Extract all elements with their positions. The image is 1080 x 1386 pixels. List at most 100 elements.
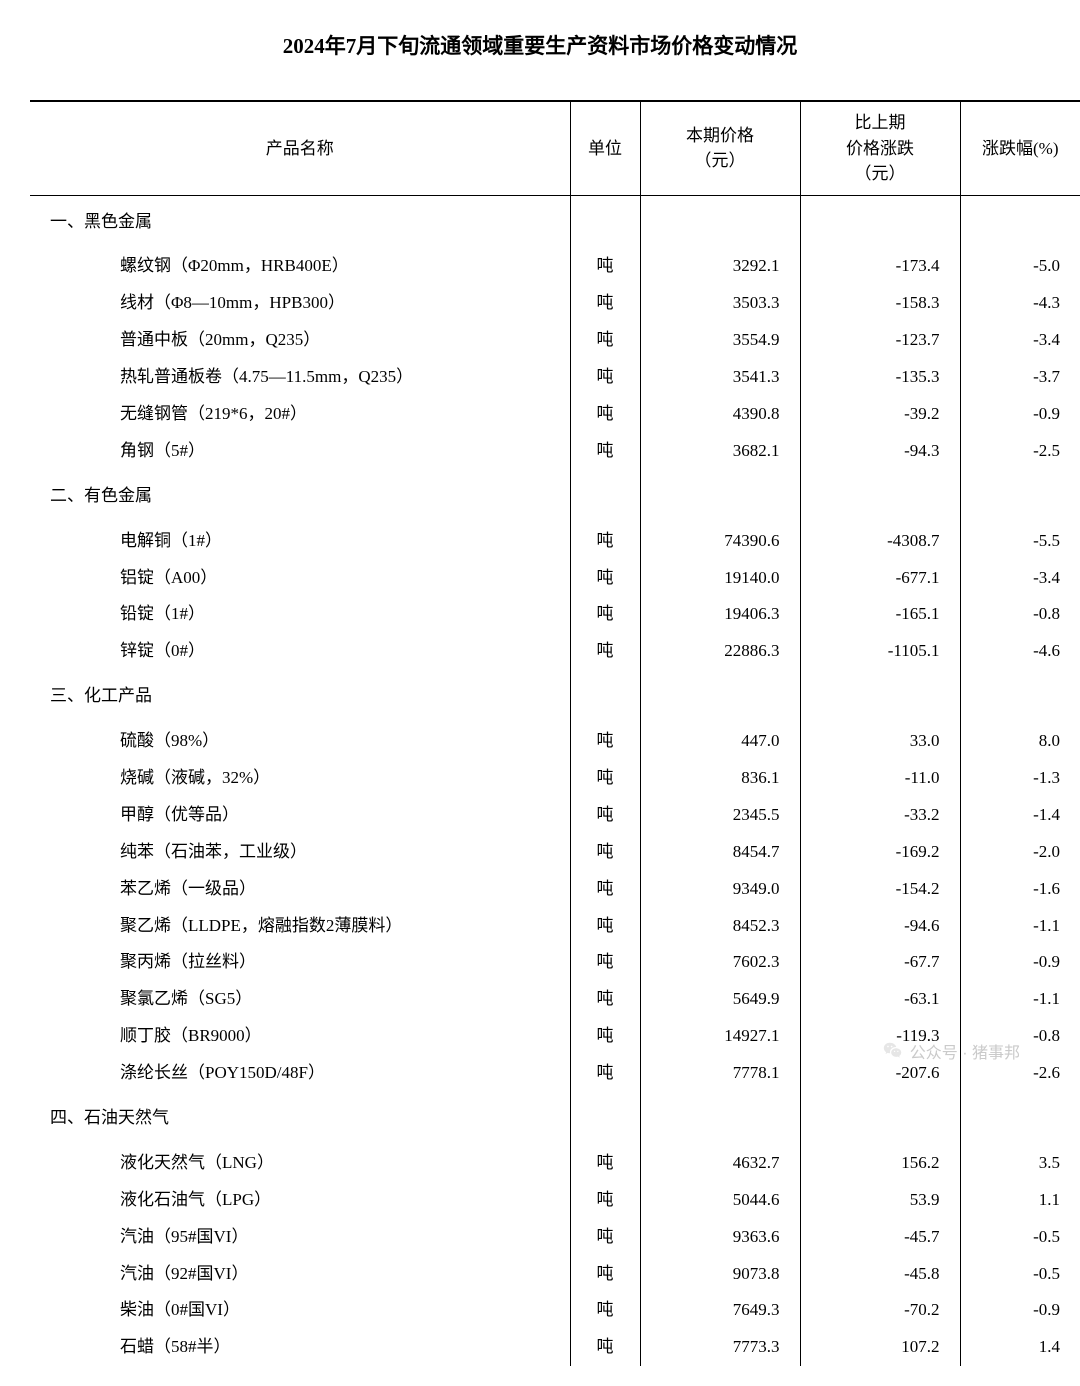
cell-change: -173.4 [800, 248, 960, 285]
cell-pct: -1.4 [960, 797, 1080, 834]
empty-cell [800, 670, 960, 723]
cell-pct: -1.3 [960, 760, 1080, 797]
table-row: 纯苯（石油苯，工业级）吨8454.7-169.2-2.0 [30, 834, 1080, 871]
cell-unit: 吨 [570, 1182, 640, 1219]
table-row: 无缝钢管（219*6，20#）吨4390.8-39.2-0.9 [30, 396, 1080, 433]
cell-change: -11.0 [800, 760, 960, 797]
empty-cell [570, 670, 640, 723]
cell-price: 7649.3 [640, 1292, 800, 1329]
cell-change: -70.2 [800, 1292, 960, 1329]
cell-name: 铝锭（A00） [30, 560, 570, 597]
cell-pct: -5.5 [960, 523, 1080, 560]
empty-cell [570, 470, 640, 523]
cell-unit: 吨 [570, 359, 640, 396]
cell-price: 74390.6 [640, 523, 800, 560]
table-row: 聚乙烯（LLDPE，熔融指数2薄膜料）吨8452.3-94.6-1.1 [30, 908, 1080, 945]
cell-unit: 吨 [570, 248, 640, 285]
table-row: 苯乙烯（一级品）吨9349.0-154.2-1.6 [30, 871, 1080, 908]
cell-pct: -0.9 [960, 396, 1080, 433]
table-row: 电解铜（1#）吨74390.6-4308.7-5.5 [30, 523, 1080, 560]
cell-price: 7602.3 [640, 944, 800, 981]
watermark-text: 公众号 · 猪事邦 [910, 1039, 1020, 1063]
cell-pct: 1.1 [960, 1182, 1080, 1219]
table-row: 聚丙烯（拉丝料）吨7602.3-67.7-0.9 [30, 944, 1080, 981]
cell-name: 甲醇（优等品） [30, 797, 570, 834]
watermark: 公众号 · 猪事邦 [882, 1039, 1020, 1063]
cell-unit: 吨 [570, 396, 640, 433]
cell-change: -4308.7 [800, 523, 960, 560]
section-heading: 三、化工产品 [30, 670, 570, 723]
cell-name: 石蜡（58#半） [30, 1329, 570, 1366]
cell-price: 8452.3 [640, 908, 800, 945]
cell-name: 铅锭（1#） [30, 596, 570, 633]
cell-name: 角钢（5#） [30, 433, 570, 470]
empty-cell [960, 195, 1080, 248]
empty-cell [640, 670, 800, 723]
cell-unit: 吨 [570, 1219, 640, 1256]
col-header-pct: 涨跌幅(%) [960, 101, 1080, 195]
table-row: 锌锭（0#）吨22886.3-1105.1-4.6 [30, 633, 1080, 670]
empty-cell [640, 1092, 800, 1145]
cell-unit: 吨 [570, 1329, 640, 1366]
cell-unit: 吨 [570, 834, 640, 871]
cell-change: -135.3 [800, 359, 960, 396]
cell-name: 电解铜（1#） [30, 523, 570, 560]
empty-cell [960, 470, 1080, 523]
table-row: 柴油（0#国VI）吨7649.3-70.2-0.9 [30, 1292, 1080, 1329]
cell-pct: -3.4 [960, 322, 1080, 359]
cell-change: -158.3 [800, 285, 960, 322]
cell-price: 447.0 [640, 723, 800, 760]
cell-unit: 吨 [570, 760, 640, 797]
wechat-icon [882, 1040, 904, 1062]
cell-name: 聚乙烯（LLDPE，熔融指数2薄膜料） [30, 908, 570, 945]
cell-price: 7773.3 [640, 1329, 800, 1366]
cell-pct: 1.4 [960, 1329, 1080, 1366]
cell-price: 22886.3 [640, 633, 800, 670]
cell-unit: 吨 [570, 908, 640, 945]
cell-pct: -5.0 [960, 248, 1080, 285]
cell-pct: -2.0 [960, 834, 1080, 871]
cell-name: 纯苯（石油苯，工业级） [30, 834, 570, 871]
cell-change: -165.1 [800, 596, 960, 633]
cell-pct: -2.5 [960, 433, 1080, 470]
cell-name: 热轧普通板卷（4.75—11.5mm，Q235） [30, 359, 570, 396]
cell-price: 9363.6 [640, 1219, 800, 1256]
cell-unit: 吨 [570, 560, 640, 597]
cell-name: 汽油（92#国VI） [30, 1256, 570, 1293]
cell-change: 53.9 [800, 1182, 960, 1219]
cell-change: -45.8 [800, 1256, 960, 1293]
table-row: 液化石油气（LPG）吨5044.653.91.1 [30, 1182, 1080, 1219]
table-row: 铅锭（1#）吨19406.3-165.1-0.8 [30, 596, 1080, 633]
cell-change: 107.2 [800, 1329, 960, 1366]
cell-unit: 吨 [570, 1055, 640, 1092]
empty-cell [570, 195, 640, 248]
cell-change: -154.2 [800, 871, 960, 908]
cell-price: 9349.0 [640, 871, 800, 908]
empty-cell [800, 1092, 960, 1145]
cell-price: 3682.1 [640, 433, 800, 470]
section-row: 二、有色金属 [30, 470, 1080, 523]
empty-cell [960, 1092, 1080, 1145]
cell-price: 19140.0 [640, 560, 800, 597]
cell-unit: 吨 [570, 1256, 640, 1293]
cell-price: 2345.5 [640, 797, 800, 834]
table-row: 汽油（95#国VI）吨9363.6-45.7-0.5 [30, 1219, 1080, 1256]
cell-change: -33.2 [800, 797, 960, 834]
cell-change: -94.3 [800, 433, 960, 470]
page-title: 2024年7月下旬流通领域重要生产资料市场价格变动情况 [30, 30, 1050, 60]
cell-unit: 吨 [570, 1292, 640, 1329]
section-row: 四、石油天然气 [30, 1092, 1080, 1145]
cell-price: 14927.1 [640, 1018, 800, 1055]
cell-pct: 3.5 [960, 1145, 1080, 1182]
empty-cell [640, 470, 800, 523]
cell-name: 普通中板（20mm，Q235） [30, 322, 570, 359]
cell-pct: -3.7 [960, 359, 1080, 396]
cell-change: -677.1 [800, 560, 960, 597]
empty-cell [570, 1092, 640, 1145]
cell-unit: 吨 [570, 523, 640, 560]
cell-unit: 吨 [570, 322, 640, 359]
cell-pct: -3.4 [960, 560, 1080, 597]
cell-unit: 吨 [570, 433, 640, 470]
table-row: 角钢（5#）吨3682.1-94.3-2.5 [30, 433, 1080, 470]
cell-price: 3503.3 [640, 285, 800, 322]
